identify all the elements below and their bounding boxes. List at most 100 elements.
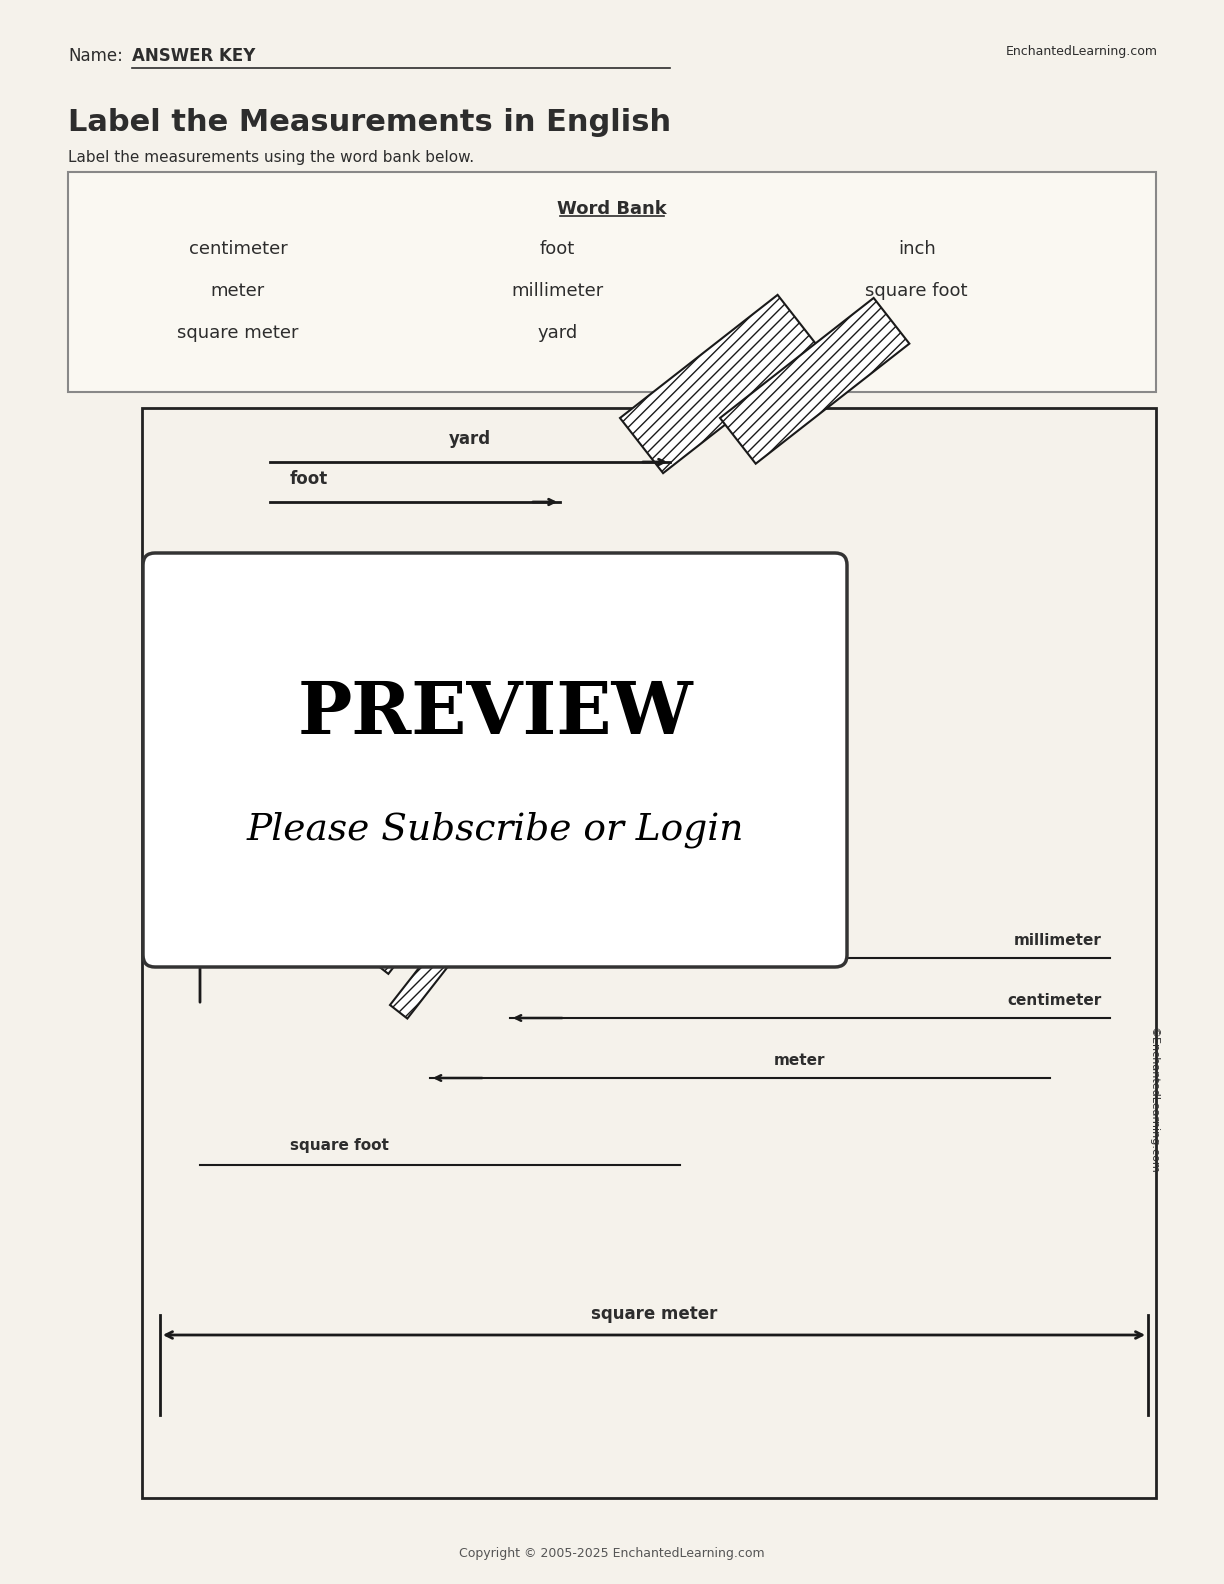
Bar [218,635,240,657]
Bar [262,635,284,657]
Polygon shape [390,935,463,1019]
Bar [174,811,196,833]
Bar [152,811,174,833]
Text: centimeter: centimeter [1007,993,1102,1007]
FancyBboxPatch shape [143,553,847,966]
Polygon shape [345,767,524,974]
Bar [284,702,306,722]
Text: Name:: Name: [69,48,122,65]
Bar [218,789,240,811]
Text: meter: meter [775,1053,826,1068]
Bar [284,767,306,789]
Text: Copyright © 2005-2025 EnchantedLearning.com: Copyright © 2005-2025 EnchantedLearning.… [459,1548,765,1560]
Bar [196,680,218,702]
Bar [306,702,328,722]
Bar [284,657,306,680]
Text: foot: foot [540,241,575,258]
Bar [196,722,218,744]
Bar [306,811,328,833]
Bar [262,744,284,767]
Bar [306,722,328,744]
Bar [152,767,174,789]
Polygon shape [295,676,498,908]
Text: square meter: square meter [591,1305,717,1323]
Bar [218,767,240,789]
Bar [174,767,196,789]
Bar [218,702,240,722]
Bar [262,722,284,744]
Bar [262,680,284,702]
Bar [174,833,196,855]
Text: Word Bank: Word Bank [557,200,667,219]
Text: meter: meter [211,282,266,299]
Bar [262,767,284,789]
Bar [240,680,262,702]
Bar [152,744,174,767]
Bar [306,833,328,855]
Bar [152,657,174,680]
Text: ©EnchantedLearning.com: ©EnchantedLearning.com [1149,1026,1159,1174]
Bar [240,767,262,789]
Bar [218,833,240,855]
Bar [174,680,196,702]
Bar [218,657,240,680]
Bar [240,744,262,767]
Bar [306,657,328,680]
Bar [240,811,262,833]
Bar [284,833,306,855]
Text: Label the Measurements in English: Label the Measurements in English [69,108,671,136]
Text: Label the measurements using the word bank below.: Label the measurements using the word ba… [69,150,474,165]
Bar [284,789,306,811]
Bar [152,833,174,855]
Bar [196,833,218,855]
Bar [196,789,218,811]
Bar [174,789,196,811]
Bar [306,767,328,789]
Bar [196,767,218,789]
Bar [284,722,306,744]
Text: square foot: square foot [290,1137,389,1153]
Bar [174,635,196,657]
Bar [262,702,284,722]
Bar [240,657,262,680]
Bar [218,680,240,702]
Polygon shape [621,295,821,474]
Bar [218,811,240,833]
Bar [262,833,284,855]
Bar [174,722,196,744]
Bar [174,744,196,767]
Bar [174,702,196,722]
Bar [152,702,174,722]
Bar [240,635,262,657]
Bar [306,680,328,702]
Bar [240,789,262,811]
Text: inch: inch [897,241,935,258]
Text: millimeter: millimeter [1015,933,1102,947]
Bar [196,657,218,680]
Text: square foot: square foot [865,282,968,299]
Bar [196,702,218,722]
Bar [240,722,262,744]
Bar [196,811,218,833]
Text: EnchantedLearning.com: EnchantedLearning.com [1006,44,1158,59]
Polygon shape [720,298,909,464]
Bar [196,744,218,767]
Bar [174,657,196,680]
Bar [218,744,240,767]
Bar [284,635,306,657]
Text: ANSWER KEY: ANSWER KEY [132,48,256,65]
Bar [306,635,328,657]
Bar [152,680,174,702]
Text: PREVIEW: PREVIEW [297,678,693,749]
Bar [196,635,218,657]
Bar [240,702,262,722]
Bar [152,722,174,744]
FancyBboxPatch shape [69,173,1155,391]
Bar [284,744,306,767]
Bar [218,722,240,744]
Text: Please Subscribe or Login: Please Subscribe or Login [246,813,744,849]
Bar [262,657,284,680]
Bar [240,833,262,855]
Text: square meter: square meter [177,325,299,342]
Text: centimeter: centimeter [188,241,288,258]
